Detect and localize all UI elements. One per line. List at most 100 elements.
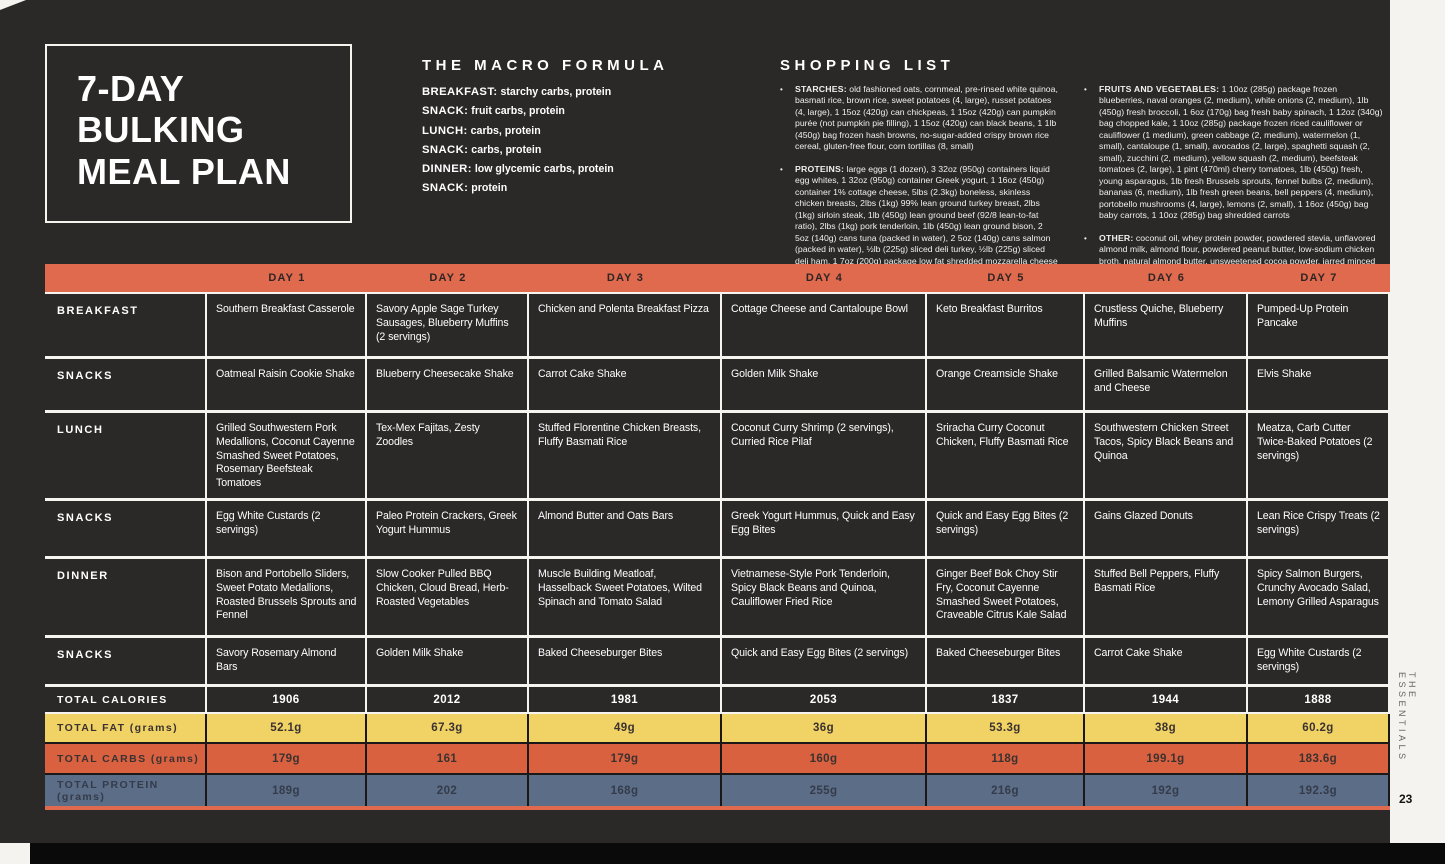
macro-item-value: carbs, protein: [471, 143, 542, 156]
shopping-item-text: old fashioned oats, cornmeal, pre-rinsed…: [795, 84, 1058, 152]
shopping-item-text: large eggs (1 dozen), 3 32oz (950g) cont…: [795, 163, 1058, 266]
row-label: TOTAL CARBS (grams): [45, 744, 207, 775]
day-header: DAY 7: [1248, 264, 1390, 294]
row-label: BREAKFAST: [45, 294, 207, 359]
macro-item-label: SNACK:: [422, 143, 469, 156]
shopping-item-label: STARCHES:: [795, 84, 847, 94]
page-title-line: MEAL PLAN: [77, 150, 291, 192]
total-value: 160g: [722, 744, 927, 775]
table-row-lunch: LUNCH Grilled Southwestern Pork Medallio…: [45, 413, 1390, 501]
total-value: 161: [367, 744, 529, 775]
row-label: TOTAL CALORIES: [45, 687, 207, 714]
meal-cell: Savory Apple Sage Turkey Sausages, Blueb…: [367, 294, 529, 359]
table-row-breakfast: BREAKFAST Southern Breakfast Casserole S…: [45, 294, 1390, 359]
meal-cell: Grilled Balsamic Watermelon and Cheese: [1085, 359, 1248, 413]
macro-item-label: SNACK:: [422, 105, 469, 118]
total-value: 38g: [1085, 714, 1248, 744]
total-value: 216g: [927, 775, 1085, 806]
meal-cell: Golden Milk Shake: [722, 359, 927, 413]
macro-item: SNACK: carbs, protein: [422, 143, 752, 158]
macro-item-value: carbs, protein: [470, 124, 541, 137]
page-margin-strip: [1390, 0, 1445, 843]
macro-item-label: SNACK:: [422, 182, 469, 195]
meal-cell: Southwestern Chicken Street Tacos, Spicy…: [1085, 413, 1248, 501]
meal-cell: Quick and Easy Egg Bites (2 servings): [927, 501, 1085, 559]
shopping-list-item: • STARCHES: old fashioned oats, cornmeal…: [780, 84, 1058, 153]
page-corner-sliver: [0, 0, 26, 10]
total-value: 183.6g: [1248, 744, 1390, 775]
day-header-row: DAY 1 DAY 2 DAY 3 DAY 4 DAY 5 DAY 6 DAY …: [45, 264, 1390, 294]
row-label: LUNCH: [45, 413, 207, 501]
meal-cell: Grilled Southwestern Pork Medallions, Co…: [207, 413, 367, 501]
shopping-list-section: SHOPPING LIST • STARCHES: old fashioned …: [780, 57, 1392, 290]
meal-cell: Lean Rice Crispy Treats (2 servings): [1248, 501, 1390, 559]
total-value: 67.3g: [367, 714, 529, 744]
table-row-snacks-3: SNACKS Savory Rosemary Almond Bars Golde…: [45, 638, 1390, 687]
meal-cell: Tex-Mex Fajitas, Zesty Zoodles: [367, 413, 529, 501]
page-number: 23: [1399, 792, 1413, 806]
meal-cell: Sriracha Curry Coconut Chicken, Fluffy B…: [927, 413, 1085, 501]
macro-item-value: starchy carbs, protein: [500, 86, 612, 98]
row-label: TOTAL PROTEIN (grams): [45, 775, 207, 806]
macro-formula-section: THE MACRO FORMULA BREAKFAST: starchy car…: [422, 57, 752, 201]
meal-cell: Stuffed Bell Peppers, Fluffy Basmati Ric…: [1085, 559, 1248, 638]
total-value: 118g: [927, 744, 1085, 775]
meal-cell: Orange Creamsicle Shake: [927, 359, 1085, 413]
meal-cell: Muscle Building Meatloaf, Hasselback Swe…: [529, 559, 722, 638]
macro-item-value: protein: [471, 182, 508, 195]
row-label: SNACKS: [45, 501, 207, 559]
meal-cell: Egg White Custards (2 servings): [207, 501, 367, 559]
bullet-icon: •: [780, 85, 783, 94]
total-value: 189g: [207, 775, 367, 806]
macro-item: LUNCH: carbs, protein: [422, 124, 752, 139]
shopping-list-column-2: • FRUITS AND VEGETABLES: 1 10oz (285g) p…: [1084, 84, 1384, 290]
table-row-total-fat: TOTAL FAT (grams) 52.1g 67.3g 49g 36g 53…: [45, 714, 1390, 744]
total-value: 199.1g: [1085, 744, 1248, 775]
meal-cell: Elvis Shake: [1248, 359, 1390, 413]
shopping-item-text: 1 10oz (285g) package frozen blueberries…: [1099, 84, 1383, 221]
meal-cell: Baked Cheeseburger Bites: [529, 638, 722, 687]
total-value: 179g: [529, 744, 722, 775]
meal-cell: Almond Butter and Oats Bars: [529, 501, 722, 559]
meal-cell: Golden Milk Shake: [367, 638, 529, 687]
total-value: 1944: [1085, 687, 1248, 714]
meal-cell: Greek Yogurt Hummus, Quick and Easy Egg …: [722, 501, 927, 559]
total-value: 52.1g: [207, 714, 367, 744]
day-header: DAY 4: [722, 264, 927, 294]
row-label: DINNER: [45, 559, 207, 638]
total-value: 53.3g: [927, 714, 1085, 744]
macro-item-label: LUNCH:: [422, 124, 468, 137]
bullet-icon: •: [1084, 85, 1087, 94]
total-value: 1888: [1248, 687, 1390, 714]
table-row-snacks-2: SNACKS Egg White Custards (2 servings) P…: [45, 501, 1390, 559]
meal-cell: Quick and Easy Egg Bites (2 servings): [722, 638, 927, 687]
bullet-icon: •: [780, 164, 783, 174]
meal-cell: Pumped-Up Protein Pancake: [1248, 294, 1390, 359]
meal-cell: Baked Cheeseburger Bites: [927, 638, 1085, 687]
macro-item: BREAKFAST: starchy carbs, protein: [422, 85, 752, 100]
macro-item: DINNER: low glycemic carbs, protein: [422, 162, 752, 177]
meal-cell: Southern Breakfast Casserole: [207, 294, 367, 359]
meal-cell: Paleo Protein Crackers, Greek Yogurt Hum…: [367, 501, 529, 559]
day-header: DAY 6: [1085, 264, 1248, 294]
meal-cell: Cottage Cheese and Cantaloupe Bowl: [722, 294, 927, 359]
meal-cell: Blueberry Cheesecake Shake: [367, 359, 529, 413]
page-title-line: 7-DAY: [77, 68, 185, 109]
day-header: DAY 1: [207, 264, 367, 294]
meal-plan-table: DAY 1 DAY 2 DAY 3 DAY 4 DAY 5 DAY 6 DAY …: [45, 264, 1390, 806]
total-value: 179g: [207, 744, 367, 775]
total-value: 2053: [722, 687, 927, 714]
macro-item: SNACK: fruit carbs, protein: [422, 104, 752, 119]
meal-cell: Spicy Salmon Burgers, Crunchy Avocado Sa…: [1248, 559, 1390, 638]
table-row-total-calories: TOTAL CALORIES 1906 2012 1981 2053 1837 …: [45, 687, 1390, 714]
total-value: 192.3g: [1248, 775, 1390, 806]
page-bottom-edge: [0, 843, 1445, 864]
total-value: 1906: [207, 687, 367, 714]
shopping-list-item: • FRUITS AND VEGETABLES: 1 10oz (285g) p…: [1084, 84, 1384, 222]
day-header: DAY 5: [927, 264, 1085, 294]
meal-cell: Coconut Curry Shrimp (2 servings), Curri…: [722, 413, 927, 501]
total-value: 202: [367, 775, 529, 806]
meal-cell: Stuffed Florentine Chicken Breasts, Fluf…: [529, 413, 722, 501]
title-box: 7-DAY BULKING MEAL PLAN: [45, 44, 352, 223]
table-row-snacks-1: SNACKS Oatmeal Raisin Cookie Shake Blueb…: [45, 359, 1390, 413]
